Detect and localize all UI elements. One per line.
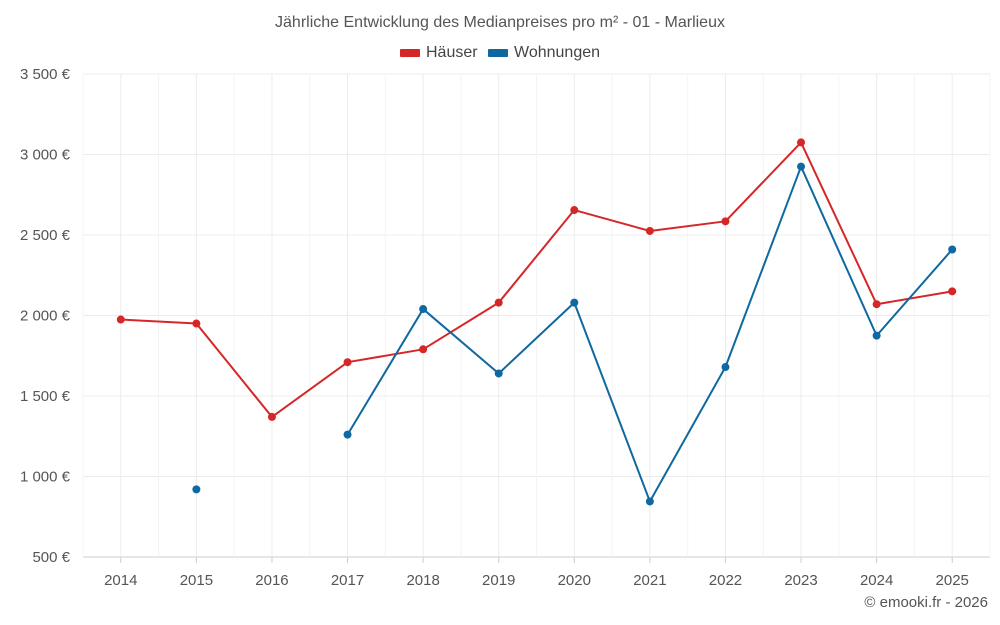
y-tick-label: 1 500 € bbox=[20, 388, 71, 405]
data-point-wohnungen[interactable] bbox=[494, 369, 503, 378]
data-point-haeuser[interactable] bbox=[948, 287, 957, 296]
x-tick-label: 2014 bbox=[104, 572, 137, 589]
legend-item-haeuser[interactable]: Häuser bbox=[399, 44, 478, 62]
data-point-wohnungen[interactable] bbox=[797, 162, 806, 171]
data-point-haeuser[interactable] bbox=[116, 315, 125, 324]
data-point-wohnungen[interactable] bbox=[721, 363, 730, 372]
grid bbox=[82, 73, 991, 558]
x-tick-label: 2017 bbox=[331, 572, 364, 589]
legend: Häuser Wohnungen bbox=[0, 44, 1000, 62]
data-point-wohnungen[interactable] bbox=[948, 245, 957, 254]
series-layer bbox=[116, 138, 957, 506]
data-point-wohnungen[interactable] bbox=[343, 430, 352, 439]
y-tick-label: 2 500 € bbox=[20, 227, 71, 244]
data-point-haeuser[interactable] bbox=[494, 298, 503, 307]
y-tick-label: 2 000 € bbox=[20, 308, 71, 325]
data-point-wohnungen[interactable] bbox=[570, 298, 579, 307]
legend-swatch-wohnungen bbox=[488, 49, 509, 57]
legend-item-wohnungen[interactable]: Wohnungen bbox=[488, 44, 600, 62]
x-axis: 2014 2015 2016 2017 2018 2019 2020 2021 2022 2023… bbox=[104, 557, 969, 589]
legend-swatch-haeuser bbox=[399, 49, 420, 57]
credit-text: © emooki.fr - 2026 bbox=[864, 594, 988, 611]
x-tick-label: 2018 bbox=[406, 572, 439, 589]
x-tick-label: 2023 bbox=[784, 572, 817, 589]
chart-title: Jährliche Entwicklung des Medianpreises … bbox=[275, 14, 725, 31]
data-point-haeuser[interactable] bbox=[797, 138, 806, 147]
x-tick-label: 2021 bbox=[633, 572, 666, 589]
data-point-haeuser[interactable] bbox=[872, 300, 881, 309]
data-point-haeuser[interactable] bbox=[343, 358, 352, 367]
x-tick-label: 2016 bbox=[255, 572, 288, 589]
data-point-wohnungen[interactable] bbox=[645, 497, 654, 506]
series-line-haeuser bbox=[120, 141, 953, 418]
data-point-haeuser[interactable] bbox=[721, 217, 730, 226]
legend-label-haeuser: Häuser bbox=[425, 44, 478, 61]
y-tick-label: 3 000 € bbox=[20, 147, 71, 164]
x-tick-label: 2020 bbox=[558, 572, 591, 589]
data-point-haeuser[interactable] bbox=[192, 319, 201, 328]
x-tick-label: 2025 bbox=[936, 572, 969, 589]
y-tick-label: 3 500 € bbox=[20, 66, 71, 83]
data-point-haeuser[interactable] bbox=[645, 226, 654, 235]
y-tick-label: 1 000 € bbox=[20, 469, 71, 486]
data-point-wohnungen[interactable] bbox=[192, 485, 201, 494]
data-point-haeuser[interactable] bbox=[419, 345, 428, 354]
x-tick-label: 2024 bbox=[860, 572, 893, 589]
legend-label-wohnungen: Wohnungen bbox=[514, 44, 601, 61]
x-tick-label: 2019 bbox=[482, 572, 515, 589]
y-tick-label: 500 € bbox=[32, 549, 70, 566]
data-point-haeuser[interactable] bbox=[570, 206, 579, 215]
data-point-wohnungen[interactable] bbox=[419, 305, 428, 314]
data-point-haeuser[interactable] bbox=[267, 412, 276, 421]
y-axis: 500 € 1 000 € 1 500 € 2 000 € 2 500 € 3 000 €… bbox=[20, 66, 71, 566]
x-tick-label: 2015 bbox=[180, 572, 213, 589]
x-tick-label: 2022 bbox=[709, 572, 742, 589]
data-point-wohnungen[interactable] bbox=[872, 331, 881, 340]
